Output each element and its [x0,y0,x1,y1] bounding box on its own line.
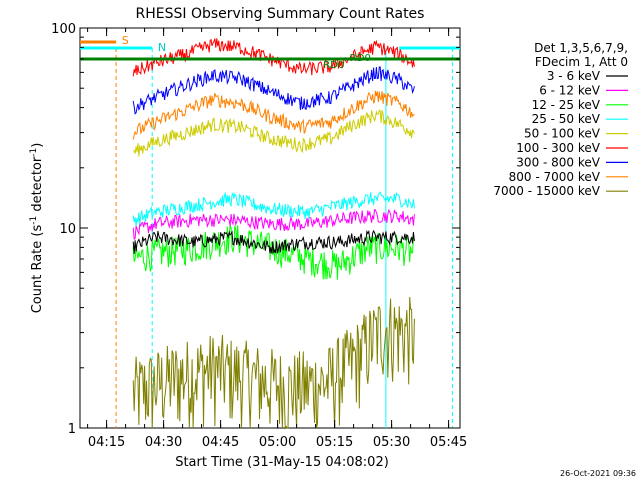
legend-header-line2: FDecim 1, Att 0 [535,55,628,69]
series-line [132,109,415,157]
legend-item-label: 3 - 6 keV [547,69,601,83]
y-tick-label: 1 [68,422,76,437]
timestamp: 26-Oct-2021 09:36 [560,469,636,478]
saa-label: S [122,34,129,47]
y-tick-label: 100 [51,22,76,37]
rd0-label-1: RD0 [323,60,344,71]
x-tick-label: 04:15 [88,435,125,450]
y-axis-label: Count Rate (s-1 detector-1) [29,143,45,314]
x-tick-label: 04:30 [145,435,182,450]
legend-item-label: 7000 - 15000 keV [493,184,600,198]
x-tick-label: 04:45 [202,435,239,450]
chart-title: RHESSI Observing Summary Count Rates [136,6,425,22]
y-axis-label-sup2: -1 [29,148,39,157]
legend-item-label: 25 - 50 keV [532,112,601,126]
annotation-layer: S N RD0 RD0 [80,34,460,71]
legend-item-label: 300 - 800 keV [516,155,600,169]
legend-item-label: 100 - 300 keV [516,141,600,155]
x-tick-label: 05:45 [430,435,467,450]
y-tick-label: 10 [59,222,76,237]
series-line [132,296,415,430]
x-tick-label: 05:15 [316,435,353,450]
axis-layer: 1 10 100 04:15 04:30 04:45 05:00 05:15 05:30 05:4… [51,22,467,450]
legend-item-label: 6 - 12 keV [539,83,601,97]
legend-item-label: 50 - 100 keV [524,127,601,141]
series-layer [132,38,415,430]
legend-header-line1: Det 1,3,5,6,7,9, [534,41,628,55]
legend: Det 1,3,5,6,7,9, FDecim 1, Att 0 3 - 6 k… [493,41,628,198]
series-line [132,208,415,241]
series-line [132,229,415,255]
series-line [132,90,415,140]
x-tick-label: 05:30 [373,435,410,450]
legend-item-label: 12 - 25 keV [532,98,601,112]
night-label: N [158,41,166,54]
series-line [132,66,415,115]
legend-item-label: 800 - 7000 keV [509,170,601,184]
x-tick-label: 05:00 [259,435,296,450]
x-axis-label: Start Time (31-May-15 04:08:02) [175,455,389,470]
series-line [132,191,415,226]
rd0-label-2: RD0 [350,53,371,64]
